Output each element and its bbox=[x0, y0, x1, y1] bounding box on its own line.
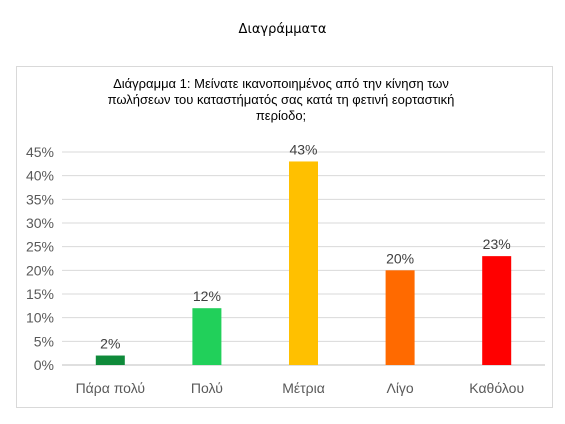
data-label: 2% bbox=[100, 336, 120, 352]
y-tick-label: 5% bbox=[34, 333, 54, 349]
y-axis-tick-labels: 0% 5% 10% 15% 20% 25% 30% 35% 40% 45% bbox=[26, 144, 54, 373]
chart-frame bbox=[16, 66, 553, 408]
y-tick-label: 15% bbox=[26, 286, 54, 302]
data-label: 43% bbox=[289, 141, 317, 157]
bar-1 bbox=[95, 355, 125, 365]
page-heading: Διαγράμματα bbox=[238, 22, 327, 37]
y-tick-label: 10% bbox=[26, 310, 54, 326]
y-tick-label: 35% bbox=[26, 191, 54, 207]
y-tick-label: 30% bbox=[26, 215, 54, 231]
y-tick-label: 0% bbox=[34, 357, 54, 373]
bars bbox=[95, 161, 512, 365]
bar-5 bbox=[482, 256, 512, 365]
y-tick-label: 40% bbox=[26, 168, 54, 184]
x-axis-category-labels: Πάρα πολύ Πολύ Μέτρια Λίγο Καθόλου bbox=[76, 380, 525, 396]
data-label: 12% bbox=[193, 288, 221, 304]
data-label: 20% bbox=[386, 250, 414, 266]
y-tick-label: 20% bbox=[26, 262, 54, 278]
category-label: Μέτρια bbox=[282, 380, 325, 396]
data-labels: 2% 12% 43% 20% 23% bbox=[100, 141, 511, 351]
category-label: Πολύ bbox=[191, 380, 223, 396]
y-tick-label: 45% bbox=[26, 144, 54, 160]
data-label: 23% bbox=[483, 236, 511, 252]
category-label: Λίγο bbox=[386, 380, 413, 396]
category-label: Πάρα πολύ bbox=[76, 380, 145, 396]
bar-3 bbox=[289, 161, 318, 365]
y-tick-label: 25% bbox=[26, 239, 54, 255]
category-label: Καθόλου bbox=[469, 380, 524, 396]
bar-4 bbox=[385, 270, 415, 365]
chart-title: Διάγραμμα 1: Μείνατε ικανοποιημένος από … bbox=[107, 76, 455, 123]
bar-2 bbox=[192, 308, 222, 365]
